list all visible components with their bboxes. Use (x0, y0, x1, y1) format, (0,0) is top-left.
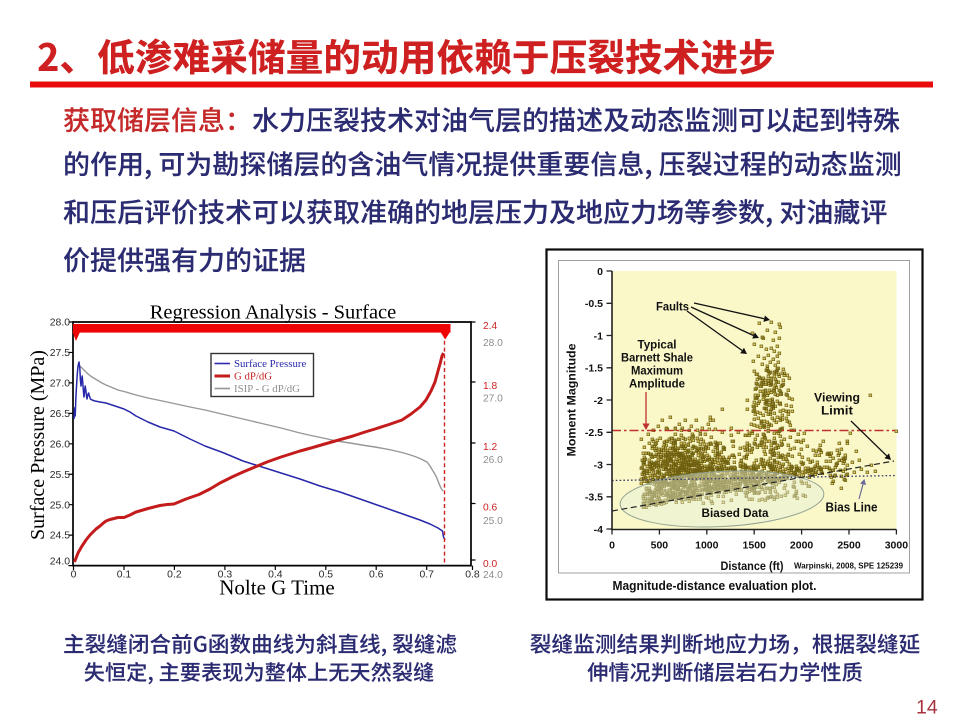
svg-text:0.6: 0.6 (369, 570, 384, 581)
svg-text:-1: -1 (594, 330, 603, 342)
svg-text:Typical: Typical (638, 338, 677, 352)
svg-text:0.3: 0.3 (218, 570, 233, 581)
svg-text:1.8: 1.8 (483, 381, 497, 392)
svg-text:Surface Pressure (MPa): Surface Pressure (MPa) (27, 350, 49, 540)
svg-text:0: 0 (71, 570, 77, 581)
svg-text:27.0: 27.0 (483, 394, 503, 405)
svg-text:Moment Magnitude: Moment Magnitude (566, 343, 579, 457)
svg-text:Surface Pressure: Surface Pressure (234, 358, 306, 370)
svg-text:26.0: 26.0 (483, 455, 503, 466)
svg-text:1500: 1500 (743, 540, 767, 552)
svg-text:0.5: 0.5 (319, 570, 334, 581)
svg-text:-2: -2 (594, 395, 603, 407)
svg-text:0.8: 0.8 (465, 570, 480, 581)
svg-text:Maximum: Maximum (631, 364, 683, 378)
svg-text:Nolte G Time: Nolte G Time (219, 576, 335, 600)
svg-text:26.5: 26.5 (50, 409, 70, 420)
svg-text:0: 0 (609, 540, 615, 552)
svg-text:1000: 1000 (695, 540, 719, 552)
svg-text:-3.5: -3.5 (585, 492, 603, 504)
svg-text:Biased Data: Biased Data (702, 506, 769, 520)
svg-text:0: 0 (597, 266, 603, 278)
svg-text:0.2: 0.2 (167, 570, 182, 581)
svg-text:0.1: 0.1 (117, 570, 132, 581)
svg-text:2000: 2000 (790, 540, 814, 552)
svg-text:-4: -4 (594, 524, 603, 536)
svg-text:Limit: Limit (821, 404, 853, 418)
svg-text:3000: 3000 (885, 540, 909, 552)
svg-text:24.5: 24.5 (50, 531, 70, 542)
svg-text:Viewing: Viewing (814, 391, 860, 405)
svg-text:Magnitude-distance evaluation: Magnitude-distance evaluation plot. (613, 578, 817, 593)
svg-text:Warpinski, 2008, SPE 125239: Warpinski, 2008, SPE 125239 (794, 562, 903, 571)
svg-text:1.2: 1.2 (483, 442, 497, 453)
svg-text:2.4: 2.4 (483, 321, 497, 332)
svg-text:Regression Analysis - Surface: Regression Analysis - Surface (150, 302, 397, 324)
svg-text:2500: 2500 (837, 540, 861, 552)
svg-text:14: 14 (916, 697, 938, 719)
svg-text:-0.5: -0.5 (585, 298, 603, 310)
svg-text:27.0: 27.0 (50, 379, 70, 390)
svg-text:Distance (ft): Distance (ft) (721, 559, 784, 573)
svg-text:24.0: 24.0 (483, 570, 503, 581)
svg-text:G dP/dG: G dP/dG (234, 371, 272, 383)
svg-text:27.5: 27.5 (50, 348, 70, 359)
svg-text:25.5: 25.5 (50, 470, 70, 481)
svg-text:-1.5: -1.5 (585, 363, 603, 375)
svg-text:25.0: 25.0 (50, 500, 70, 511)
svg-text:25.0: 25.0 (483, 516, 503, 527)
svg-text:0.4: 0.4 (268, 570, 283, 581)
svg-text:-2.5: -2.5 (585, 427, 603, 439)
svg-text:0.6: 0.6 (483, 503, 497, 514)
svg-text:Bias Line: Bias Line (826, 501, 878, 515)
svg-text:26.0: 26.0 (50, 439, 70, 450)
svg-text:Faults: Faults (656, 300, 689, 314)
svg-text:-3: -3 (594, 459, 603, 471)
svg-text:28.0: 28.0 (50, 318, 70, 329)
svg-text:28.0: 28.0 (483, 338, 503, 349)
svg-text:ISIP - G dP/dG: ISIP - G dP/dG (234, 383, 300, 395)
svg-text:0.0: 0.0 (483, 559, 497, 570)
svg-text:500: 500 (651, 540, 669, 552)
svg-text:Barnett Shale: Barnett Shale (621, 351, 693, 365)
svg-text:24.0: 24.0 (50, 557, 70, 568)
svg-text:Amplitude: Amplitude (629, 377, 685, 391)
svg-text:0.7: 0.7 (419, 570, 434, 581)
